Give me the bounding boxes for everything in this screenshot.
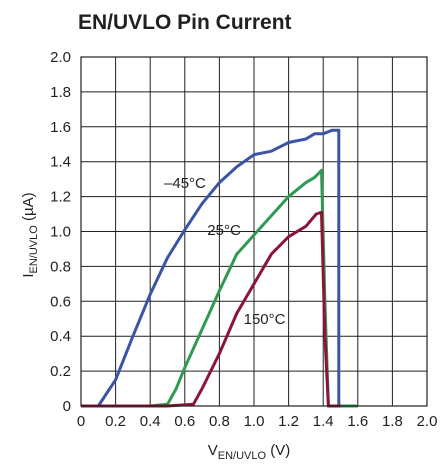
y-tick-label: 1.8 <box>50 84 71 101</box>
chart-title: EN/UVLO Pin Current <box>78 11 292 34</box>
x-tick-label: 0 <box>77 413 85 430</box>
x-tick-label: 1.2 <box>278 413 299 430</box>
x-tick-label: 0.8 <box>209 413 230 430</box>
x-tick-labels: 0 0.2 0.4 0.6 0.8 1.0 1.2 1.4 1.6 1.8 2.0 <box>77 413 438 430</box>
y-axis-label: IEN/UVLO (µA) <box>20 192 40 277</box>
y-axis-label-unit: (µA) <box>20 192 37 225</box>
y-tick-labels: 0 0.2 0.4 0.6 0.8 1.0 1.2 1.4 1.6 1.8 2.0 <box>50 49 71 415</box>
series-labels: –45°C 25°C 150°C <box>164 175 286 328</box>
series-label-1: 25°C <box>207 222 241 239</box>
y-tick-label: 0.4 <box>50 328 71 345</box>
x-tick-label: 0.2 <box>105 413 126 430</box>
y-tick-label: 1.2 <box>50 189 71 206</box>
y-tick-label: 0 <box>63 398 71 415</box>
series-line-0 <box>81 128 358 408</box>
x-axis-label-unit: (V) <box>266 442 290 459</box>
grid <box>80 56 428 407</box>
y-tick-label: 0.6 <box>50 293 71 310</box>
x-tick-label: 1.0 <box>244 413 265 430</box>
x-tick-label: 1.6 <box>347 413 368 430</box>
x-tick-label: 0.6 <box>174 413 195 430</box>
y-axis-label-main: I <box>20 273 37 277</box>
x-tick-label: 0.4 <box>140 413 161 430</box>
series-label-0: –45°C <box>164 175 206 192</box>
y-tick-label: 2.0 <box>50 49 71 66</box>
y-tick-label: 0.2 <box>50 363 71 380</box>
series-label-2: 150°C <box>244 311 286 328</box>
y-tick-label: 1.0 <box>50 224 71 241</box>
y-tick-label: 1.4 <box>50 154 71 171</box>
y-axis-label-sub: EN/UVLO <box>28 225 40 274</box>
x-tick-label: 2.0 <box>417 413 438 430</box>
y-tick-label: 1.6 <box>50 119 71 136</box>
plot-frame <box>80 56 428 407</box>
y-tick-label: 0.8 <box>50 258 71 275</box>
x-axis-label-main: V <box>208 442 218 459</box>
x-tick-label: 1.4 <box>313 413 334 430</box>
x-axis-label-sub: EN/UVLO <box>218 450 267 459</box>
x-tick-label: 1.8 <box>382 413 403 430</box>
x-axis-label: VEN/UVLO (V) <box>208 442 290 459</box>
